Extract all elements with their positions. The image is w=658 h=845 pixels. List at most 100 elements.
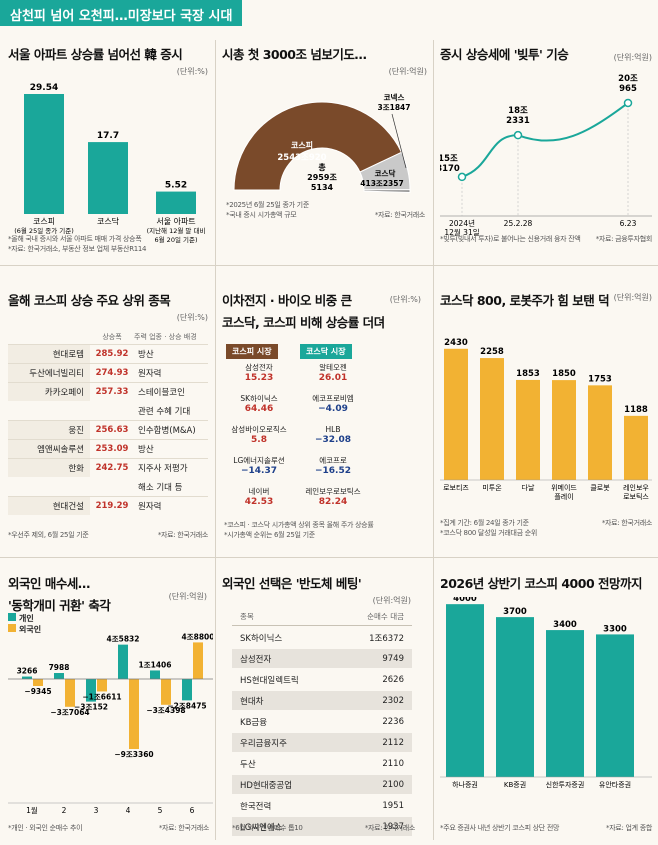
compare-row: LG에너지솔루션 −14.37 에코프로 −16.52 bbox=[222, 455, 427, 486]
bar bbox=[156, 191, 196, 214]
note: *2025년 6월 25일 종가 기준 bbox=[226, 201, 309, 209]
data-label: −9조3360 bbox=[114, 750, 153, 759]
data-label: 3300 bbox=[603, 624, 627, 634]
cell-value: 9749 bbox=[382, 653, 404, 664]
panel-subtitle: 코스닥, 코스피 비해 상승률 더뎌 bbox=[222, 315, 385, 330]
net-buy-table: 종목 순매수 대금 SK하이닉스 1조6372 삼성전자 9749 HS현대일렉트릭 2626… bbox=[232, 607, 412, 836]
header-cell: 상승폭 bbox=[102, 333, 122, 341]
tick-label: 로보틱스 bbox=[623, 492, 649, 501]
stock-rate: 42.53 bbox=[244, 497, 274, 507]
data-label: −9345 bbox=[24, 687, 51, 696]
panel-foreign-top10: 외국인 선택은 '반도체 베팅' (단위:억원) 종목 순매수 대금 SK하이닉스 1… bbox=[222, 573, 427, 838]
stock-rate: 15.23 bbox=[244, 373, 274, 383]
tick-label: 플레이 bbox=[554, 492, 573, 501]
compare-cell: 레인보우로보틱스 82.24 bbox=[296, 486, 370, 517]
panel-top-kospi-stocks: 올해 코스피 상승 주요 상위 종목 (단위:%) 상승폭 주력 업종 · 상승 … bbox=[8, 290, 208, 550]
note: *주요 증권사 내년 상반기 코스피 상단 전망 bbox=[440, 824, 560, 832]
table-row: SK하이닉스 1조6372 bbox=[232, 628, 412, 647]
cell-value: 1조6372 bbox=[369, 633, 404, 644]
tag-kosdaq: 코스닥 시장 bbox=[300, 344, 352, 359]
panel-title: 증시 상승세에 '빚투' 기승 bbox=[440, 47, 569, 62]
table-row: 엠앤씨솔루션 253.09 방산 bbox=[8, 439, 208, 458]
center-label: 총 bbox=[318, 162, 326, 172]
bar bbox=[33, 679, 43, 687]
tick-label: 다날 bbox=[522, 483, 535, 492]
stock-rate: −4.09 bbox=[318, 404, 348, 414]
data-label: 1850 bbox=[552, 369, 576, 379]
tick-label: 12월 31일 bbox=[444, 227, 479, 237]
data-label: 1853 bbox=[516, 369, 540, 379]
legend: 개인 외국인 bbox=[8, 613, 41, 635]
compare-row: 네이버 42.53 레인보우로보틱스 82.24 bbox=[222, 486, 427, 517]
note: *코스닥 800 달성일 거래대금 순위 bbox=[440, 529, 538, 537]
center-label: 5134 bbox=[311, 183, 334, 192]
legend-label: 개인 bbox=[19, 614, 34, 623]
bar bbox=[552, 380, 576, 480]
data-label: 1753 bbox=[588, 374, 612, 384]
stock-desc: 방산 bbox=[138, 445, 154, 455]
tag-kospi: 코스피 시장 bbox=[226, 344, 278, 359]
cell-value: 순매수 대금 bbox=[367, 611, 404, 621]
bar bbox=[193, 642, 203, 679]
stock-name bbox=[8, 401, 90, 420]
table-row: KB금융 2236 bbox=[232, 712, 412, 731]
data-label: 3400 bbox=[553, 620, 577, 630]
data-label: 7988 bbox=[49, 663, 70, 672]
compare-row: 삼성전자 15.23 알테오젠 26.01 bbox=[222, 362, 427, 393]
stock-rate: 242.75 bbox=[95, 463, 129, 473]
tick-label: 위메이드 bbox=[551, 483, 577, 492]
tick-label: 서울 아파트 bbox=[156, 216, 195, 226]
tick-label: 3 bbox=[94, 806, 99, 815]
tick-label: 4 bbox=[126, 806, 131, 815]
compare-cell: HLB −32.08 bbox=[296, 424, 370, 455]
table-row: 한화 242.75 지주사 저평가 bbox=[8, 458, 208, 477]
unit-label: (단위:%) bbox=[389, 295, 421, 304]
bar bbox=[516, 379, 540, 480]
data-label: 17.7 bbox=[97, 131, 119, 141]
note: *개인 · 외국인 순매수 추이 bbox=[8, 824, 83, 832]
stock-name: 두산에너빌리티 bbox=[8, 364, 90, 382]
cell-name: 종목 bbox=[240, 611, 254, 621]
unit-label: (단위:억원) bbox=[613, 53, 652, 62]
slice-label: 413조2357 bbox=[360, 179, 403, 188]
slice bbox=[233, 101, 403, 191]
panel-title: 이차전지 · 바이오 비중 큰 bbox=[222, 293, 352, 308]
panel-subtitle: '동학개미 귀환' 축각 bbox=[8, 598, 111, 613]
bar-chart: 29.54 17.7 5.52 코스피(6월 25일 종가 기준) 코스닥 서울 아파트(… bbox=[14, 83, 205, 244]
stock-rate: −32.08 bbox=[314, 435, 351, 445]
compare-cell: 삼성전자 15.23 bbox=[222, 362, 296, 393]
divider bbox=[433, 40, 434, 840]
stock-desc: 지주사 저평가 bbox=[138, 464, 188, 474]
cell-value: 2110 bbox=[382, 758, 404, 769]
stock-rate: 285.92 bbox=[95, 349, 129, 359]
stock-name bbox=[8, 477, 90, 496]
data-label: −3조7064 bbox=[50, 708, 89, 717]
unit-label: (단위:억원) bbox=[613, 293, 652, 302]
stock-rate: 26.01 bbox=[318, 373, 348, 383]
note: *시가총액 순위는 6월 25일 기준 bbox=[224, 531, 315, 539]
bar bbox=[546, 630, 584, 777]
data-label: 5.52 bbox=[165, 181, 187, 191]
source: *자료: 한국거래소 bbox=[374, 211, 425, 219]
bar bbox=[65, 679, 75, 707]
cell-name: 우리금융지주 bbox=[240, 738, 287, 749]
stock-name: 에코프로비엠 bbox=[312, 394, 354, 403]
data-point bbox=[457, 172, 467, 182]
tick-label: 레인보우 bbox=[623, 483, 649, 492]
table-row: 한국전력 1951 bbox=[232, 796, 412, 815]
divider bbox=[0, 557, 658, 558]
compare-cell: 네이버 42.53 bbox=[222, 486, 296, 517]
panel-kospi-forecast: 2026년 상반기 코스피 4000 전망까지 4000 하나증권 3700 KB증권… bbox=[440, 573, 652, 838]
cell-value: 1937 bbox=[382, 821, 404, 832]
data-label: −3조4398 bbox=[146, 706, 185, 715]
legend-item: 외국인 bbox=[8, 624, 41, 635]
cell-value: 2302 bbox=[382, 695, 404, 706]
compare-cell: 알테오젠 26.01 bbox=[296, 362, 370, 393]
stock-desc: 관련 수혜 기대 bbox=[138, 406, 191, 417]
data-label: 1188 bbox=[624, 405, 648, 415]
compare-cell: 삼성바이오로직스 5.8 bbox=[222, 424, 296, 455]
note: *우선주 제외, 6월 25일 기준 bbox=[8, 531, 89, 539]
bar bbox=[446, 604, 484, 777]
